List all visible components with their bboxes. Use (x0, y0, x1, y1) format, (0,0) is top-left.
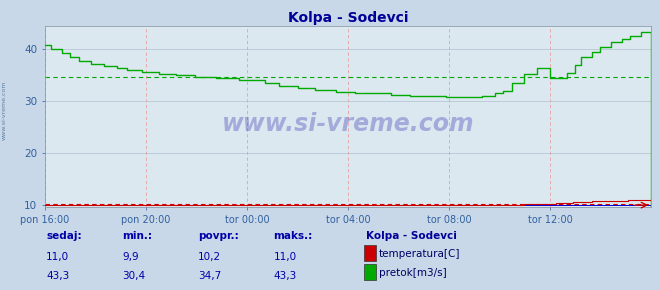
Title: Kolpa - Sodevci: Kolpa - Sodevci (288, 11, 408, 25)
Text: 11,0: 11,0 (273, 251, 297, 262)
Text: 34,7: 34,7 (198, 271, 221, 281)
Text: sedaj:: sedaj: (46, 231, 82, 241)
Text: 30,4: 30,4 (122, 271, 145, 281)
Text: povpr.:: povpr.: (198, 231, 239, 241)
Text: www.si-vreme.com: www.si-vreme.com (221, 112, 474, 136)
Text: temperatura[C]: temperatura[C] (379, 249, 461, 259)
Text: 11,0: 11,0 (46, 251, 69, 262)
Text: Kolpa - Sodevci: Kolpa - Sodevci (366, 231, 457, 241)
Text: 43,3: 43,3 (46, 271, 69, 281)
Text: 10,2: 10,2 (198, 251, 221, 262)
Text: 43,3: 43,3 (273, 271, 297, 281)
Text: min.:: min.: (122, 231, 152, 241)
Text: maks.:: maks.: (273, 231, 313, 241)
Text: www.si-vreme.com: www.si-vreme.com (1, 80, 7, 140)
Text: 9,9: 9,9 (122, 251, 138, 262)
Text: pretok[m3/s]: pretok[m3/s] (379, 268, 447, 278)
